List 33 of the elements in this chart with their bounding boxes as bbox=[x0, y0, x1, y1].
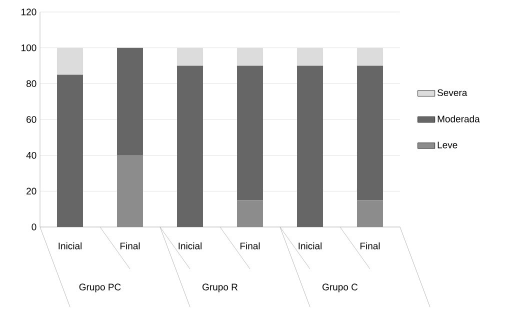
bar bbox=[356, 200, 383, 227]
legend-label: Moderada bbox=[438, 115, 480, 122]
x-tick-label: Inicial bbox=[298, 242, 322, 250]
bar bbox=[177, 48, 203, 66]
bar bbox=[356, 48, 383, 66]
bar bbox=[117, 48, 144, 156]
y-tick-label: 40 bbox=[26, 152, 36, 159]
y-tick-label: 120 bbox=[22, 8, 36, 16]
bar bbox=[177, 66, 203, 227]
bar bbox=[57, 74, 84, 227]
bar bbox=[237, 48, 263, 66]
bar bbox=[117, 155, 144, 227]
x-tick-label: Final bbox=[360, 242, 380, 250]
text: Grupo R bbox=[202, 284, 238, 292]
legend-label: Severa bbox=[438, 89, 468, 96]
y-tick-label: 20 bbox=[26, 188, 36, 195]
x-tick-label: Inicial bbox=[58, 242, 82, 250]
text: Grupo C bbox=[322, 284, 358, 292]
y-tick-label: 100 bbox=[22, 44, 36, 52]
y-tick-label: 0 bbox=[32, 224, 36, 230]
bar bbox=[237, 200, 263, 227]
bar bbox=[297, 48, 323, 66]
bar bbox=[297, 66, 323, 227]
legend-label: Leve bbox=[438, 142, 458, 148]
x-tick-label: Inicial bbox=[178, 242, 202, 250]
y-tick-label: 80 bbox=[26, 80, 36, 88]
text: Grupo PC bbox=[79, 284, 121, 292]
bar bbox=[237, 66, 263, 200]
bar bbox=[57, 48, 84, 75]
x-tick-label: Final bbox=[120, 242, 140, 250]
y-tick-label: 60 bbox=[26, 116, 36, 123]
bar bbox=[356, 66, 383, 200]
x-tick-label: Final bbox=[240, 242, 260, 250]
